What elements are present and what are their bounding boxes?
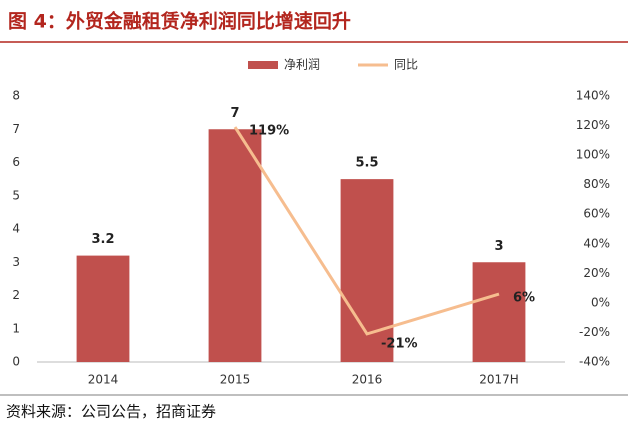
y2-tick-label: 0%	[591, 295, 610, 309]
y2-tick-label: 80%	[583, 177, 610, 191]
bar	[76, 255, 130, 362]
y2-tick-label: 140%	[576, 89, 610, 103]
y-tick-label: 7	[12, 122, 20, 136]
y2-tick-label: 20%	[583, 266, 610, 280]
data-label: 5.5	[355, 156, 378, 171]
x-tick-label: 2015	[220, 373, 251, 387]
y2-tick-label: -20%	[579, 325, 610, 339]
y2-tick-label: 100%	[576, 148, 610, 162]
y-tick-label: 4	[12, 222, 20, 236]
legend-label: 净利润	[284, 58, 320, 72]
source: 资料来源：公司公告，招商证券	[6, 403, 216, 421]
y-tick-label: 1	[12, 321, 20, 335]
y2-tick-label: 40%	[583, 236, 610, 250]
line	[233, 126, 500, 336]
y-tick-label: 0	[12, 355, 20, 369]
bar	[472, 262, 526, 362]
x-tick-label: 2014	[88, 373, 119, 387]
data-label: 3	[494, 239, 503, 254]
y-tick-label: 6	[12, 155, 20, 169]
y-tick-label: 5	[12, 188, 20, 202]
y-tick-label: 8	[12, 89, 20, 103]
bar	[208, 129, 262, 362]
y2-tick-label: -40%	[579, 355, 610, 369]
data-label: 119%	[249, 124, 289, 139]
legend-swatch	[248, 61, 278, 69]
data-label: 3.2	[91, 232, 114, 247]
y-tick-label: 3	[12, 255, 20, 269]
y2-tick-label: 60%	[583, 207, 610, 221]
data-label: 7	[230, 106, 239, 121]
data-label: -21%	[381, 336, 418, 351]
y-tick-label: 2	[12, 288, 20, 302]
x-tick-label: 2017H	[479, 373, 519, 387]
y2-tick-label: 120%	[576, 118, 610, 132]
chart-title: 图 4：外贸金融租赁净利润同比增速回升	[8, 10, 351, 33]
legend-label: 同比	[394, 58, 418, 72]
data-label: 6%	[513, 291, 535, 306]
x-tick-label: 2016	[352, 373, 383, 387]
